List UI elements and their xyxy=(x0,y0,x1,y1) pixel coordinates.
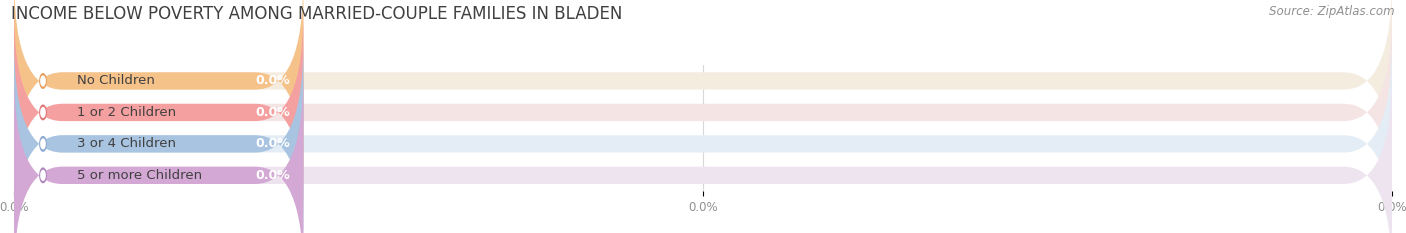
FancyBboxPatch shape xyxy=(14,74,1392,233)
Circle shape xyxy=(39,137,46,151)
Text: 0.0%: 0.0% xyxy=(254,75,290,87)
Circle shape xyxy=(39,168,46,183)
FancyBboxPatch shape xyxy=(14,11,304,214)
Text: 0.0%: 0.0% xyxy=(254,106,290,119)
Text: No Children: No Children xyxy=(77,75,155,87)
Text: 1 or 2 Children: 1 or 2 Children xyxy=(77,106,176,119)
Circle shape xyxy=(41,171,45,180)
FancyBboxPatch shape xyxy=(14,42,1392,233)
FancyBboxPatch shape xyxy=(14,42,304,233)
FancyBboxPatch shape xyxy=(14,11,1392,214)
Text: Source: ZipAtlas.com: Source: ZipAtlas.com xyxy=(1270,5,1395,18)
Circle shape xyxy=(41,108,45,117)
FancyBboxPatch shape xyxy=(14,0,1392,182)
FancyBboxPatch shape xyxy=(14,0,304,182)
Circle shape xyxy=(41,139,45,149)
Text: 0.0%: 0.0% xyxy=(254,169,290,182)
Circle shape xyxy=(39,74,46,88)
Text: 0.0%: 0.0% xyxy=(254,137,290,150)
Text: 5 or more Children: 5 or more Children xyxy=(77,169,202,182)
Text: 3 or 4 Children: 3 or 4 Children xyxy=(77,137,176,150)
FancyBboxPatch shape xyxy=(14,74,304,233)
Circle shape xyxy=(39,105,46,120)
Circle shape xyxy=(41,76,45,86)
Text: INCOME BELOW POVERTY AMONG MARRIED-COUPLE FAMILIES IN BLADEN: INCOME BELOW POVERTY AMONG MARRIED-COUPL… xyxy=(11,5,623,23)
